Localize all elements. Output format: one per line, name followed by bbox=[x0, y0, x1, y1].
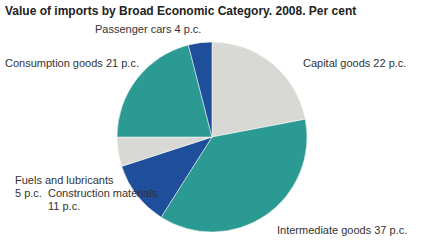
chart: Value of imports by Broad Economic Categ… bbox=[0, 0, 425, 242]
data-label: Capital goods22 p.c. bbox=[303, 57, 406, 69]
category-label: Construction materials bbox=[48, 187, 158, 199]
value-label: 4 p.c. bbox=[175, 23, 202, 35]
data-label: Intermediate goods37 p.c. bbox=[277, 224, 407, 236]
slice bbox=[188, 42, 212, 137]
data-label: Passenger cars4 p.c. bbox=[95, 23, 201, 35]
category-label: Passenger cars bbox=[95, 23, 172, 35]
data-label: Fuels and lubricants5 p.c. bbox=[15, 174, 114, 199]
category-label: Capital goods bbox=[303, 57, 371, 69]
value-label: 21 p.c. bbox=[106, 57, 139, 69]
pie bbox=[117, 42, 307, 232]
data-label: Consumption goods21 p.c. bbox=[5, 57, 139, 69]
value-label: 37 p.c. bbox=[374, 224, 407, 236]
category-label: Fuels and lubricants bbox=[15, 174, 114, 186]
value-label: 5 p.c. bbox=[15, 187, 42, 199]
title: Value of imports by Broad Economic Categ… bbox=[5, 4, 356, 18]
category-label: Intermediate goods bbox=[277, 224, 372, 236]
data-label: Construction materials11 p.c. bbox=[48, 187, 158, 212]
value-label: 11 p.c. bbox=[48, 200, 80, 212]
slice bbox=[117, 137, 212, 166]
category-label: Consumption goods bbox=[5, 57, 103, 69]
value-label: 22 p.c. bbox=[373, 57, 406, 69]
